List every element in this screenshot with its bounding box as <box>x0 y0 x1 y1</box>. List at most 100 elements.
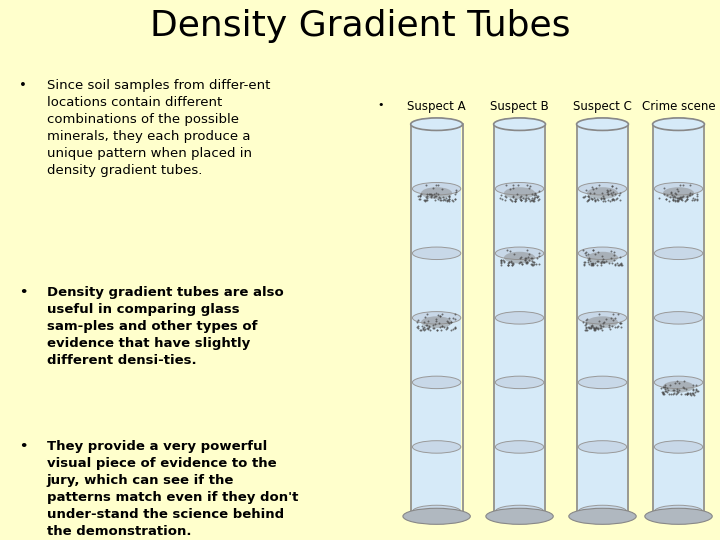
Point <box>500 193 512 201</box>
Point <box>446 195 458 204</box>
Point <box>604 325 616 333</box>
Point <box>528 189 540 198</box>
Ellipse shape <box>421 187 452 199</box>
Point <box>588 326 599 334</box>
Point <box>449 315 461 323</box>
Point <box>434 193 446 202</box>
Text: Suspect B: Suspect B <box>490 100 549 113</box>
Point <box>515 196 526 205</box>
Point <box>582 196 593 205</box>
Point <box>528 195 540 204</box>
Point <box>428 321 439 329</box>
Point <box>585 259 597 267</box>
Point <box>611 184 622 192</box>
Point <box>589 325 600 334</box>
Point <box>667 386 679 395</box>
Point <box>528 197 539 205</box>
Point <box>588 188 600 197</box>
Point <box>671 384 683 393</box>
Point <box>420 195 432 204</box>
Point <box>526 256 538 265</box>
Point <box>685 390 696 399</box>
Point <box>577 193 589 202</box>
Point <box>495 191 507 199</box>
FancyBboxPatch shape <box>578 124 626 511</box>
Point <box>423 322 434 331</box>
Ellipse shape <box>654 118 703 131</box>
Point <box>599 194 611 202</box>
Point <box>522 194 534 202</box>
Point <box>420 195 431 204</box>
Point <box>428 192 439 201</box>
Point <box>582 255 594 264</box>
Point <box>523 249 534 258</box>
Point <box>447 314 459 322</box>
Point <box>598 193 609 202</box>
Ellipse shape <box>663 381 694 393</box>
Point <box>610 314 621 323</box>
Point <box>669 196 680 205</box>
Point <box>672 195 684 204</box>
Point <box>692 387 703 395</box>
Point <box>525 259 536 268</box>
Point <box>508 260 519 268</box>
Point <box>429 196 441 205</box>
Point <box>498 256 509 265</box>
Point <box>613 261 625 269</box>
Point <box>680 195 692 204</box>
Point <box>593 195 604 204</box>
Point <box>674 181 685 190</box>
Point <box>577 318 589 326</box>
Point <box>413 192 424 200</box>
Point <box>526 254 537 263</box>
Ellipse shape <box>577 118 629 131</box>
Point <box>533 195 544 204</box>
Point <box>598 194 610 203</box>
Point <box>662 386 673 395</box>
Point <box>501 246 513 254</box>
Point <box>688 384 699 393</box>
Point <box>435 196 446 205</box>
Point <box>428 323 440 332</box>
Point <box>509 197 521 205</box>
Point <box>444 192 455 200</box>
Ellipse shape <box>578 441 626 453</box>
Point <box>583 254 595 262</box>
Point <box>514 193 526 202</box>
Point <box>580 316 592 325</box>
Ellipse shape <box>410 118 462 131</box>
Point <box>613 322 624 330</box>
Point <box>615 259 626 267</box>
Point <box>672 186 684 195</box>
Point <box>426 191 438 200</box>
Point <box>666 390 678 399</box>
Point <box>658 388 670 397</box>
Point <box>443 194 454 203</box>
Point <box>616 319 627 328</box>
Point <box>528 197 540 205</box>
Point <box>515 258 526 267</box>
Point <box>578 260 590 268</box>
Point <box>664 193 675 202</box>
Point <box>514 194 526 203</box>
Point <box>660 383 671 391</box>
Point <box>674 193 685 201</box>
Point <box>531 259 542 268</box>
Point <box>580 248 591 256</box>
Point <box>667 196 679 205</box>
Ellipse shape <box>654 505 703 518</box>
Point <box>414 195 426 204</box>
Point <box>686 190 698 198</box>
Point <box>684 191 696 200</box>
Point <box>604 197 616 205</box>
Point <box>671 184 683 193</box>
Point <box>672 194 684 202</box>
Point <box>675 194 687 203</box>
Point <box>449 323 460 332</box>
Ellipse shape <box>587 252 618 264</box>
Point <box>517 260 528 269</box>
Point <box>585 323 597 332</box>
Point <box>441 197 452 205</box>
Point <box>598 258 610 267</box>
FancyBboxPatch shape <box>654 124 703 511</box>
